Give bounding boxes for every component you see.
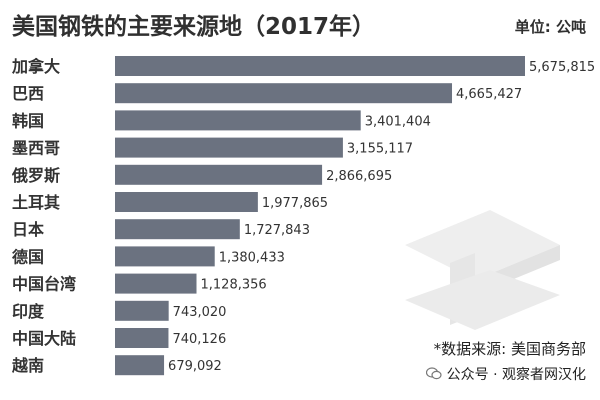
value-label: 743,020	[173, 305, 227, 320]
value-label: 679,092	[168, 359, 222, 374]
category-label: 韩国	[12, 111, 44, 130]
value-label: 1,128,356	[201, 278, 267, 293]
bar	[115, 83, 453, 104]
source-note: *数据来源: 美国商务部	[433, 340, 586, 358]
value-label: 740,126	[172, 332, 226, 347]
value-label: 3,401,404	[365, 114, 431, 129]
unit-label: 单位: 公吨	[514, 18, 586, 36]
watermark: 公众号 · 观察者网汉化	[426, 364, 586, 384]
value-label: 1,977,865	[262, 196, 328, 211]
category-label: 中国大陆	[12, 329, 76, 348]
bar	[115, 273, 197, 294]
value-label: 1,727,843	[244, 223, 310, 238]
bar	[115, 110, 361, 131]
bar	[115, 355, 165, 376]
category-label: 墨西哥	[12, 139, 60, 158]
value-label: 5,675,815	[529, 60, 595, 75]
watermark-text: 公众号 · 观察者网汉化	[446, 367, 586, 383]
bar	[115, 56, 525, 76]
bar	[115, 246, 215, 267]
category-label: 日本	[12, 220, 44, 239]
bar	[115, 137, 343, 158]
category-label: 土耳其	[12, 193, 60, 212]
category-label: 中国台湾	[12, 275, 76, 294]
value-label: 4,665,427	[456, 87, 522, 102]
value-label: 2,866,695	[326, 169, 392, 184]
bar	[115, 300, 169, 321]
category-label: 巴西	[12, 84, 44, 103]
bar	[115, 328, 169, 348]
category-label: 加拿大	[11, 57, 60, 76]
steel-ibeam-icon	[405, 210, 560, 330]
bar	[115, 192, 258, 212]
category-label: 德国	[12, 247, 44, 266]
chart-title: 美国钢铁的主要来源地（2017年）	[12, 14, 376, 40]
category-label: 印度	[12, 302, 45, 321]
wechat-icon	[426, 367, 442, 380]
category-label: 越南	[11, 356, 44, 375]
value-label: 3,155,117	[347, 142, 413, 157]
value-label: 1,380,433	[219, 250, 285, 265]
category-label: 俄罗斯	[11, 166, 60, 185]
bar	[115, 219, 240, 240]
bar	[115, 164, 323, 185]
